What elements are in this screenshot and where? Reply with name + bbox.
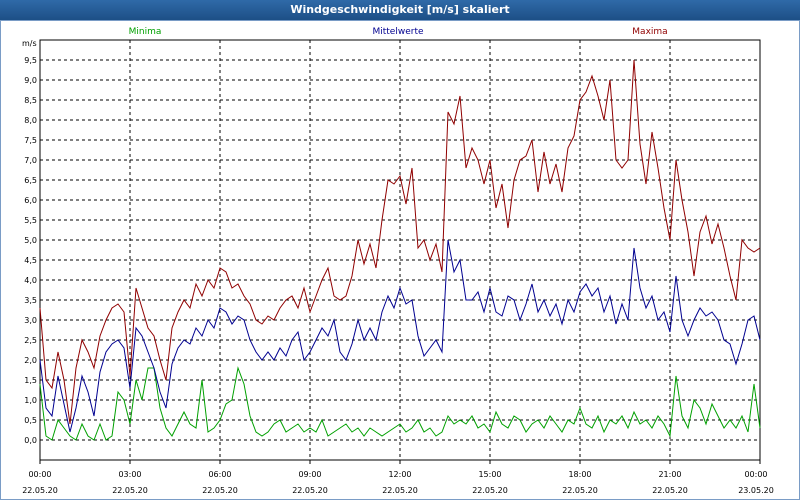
x-tick-time-label: 09:00 (298, 470, 321, 479)
x-tick-time-label: 00:00 (28, 470, 51, 479)
legend-layer: Minima Mittelwerte Maxima (129, 27, 668, 37)
y-tick-label: 9,5 (24, 56, 37, 65)
y-tick-label: 3,5 (24, 296, 37, 305)
grid-layer (39, 40, 761, 460)
series-line-mittelwerte (39, 239, 761, 433)
y-tick-label: 2,0 (24, 356, 37, 365)
plot-area-border (39, 39, 761, 461)
y-tick-label: 4,5 (24, 256, 37, 265)
y-tick-label: 8,0 (24, 116, 37, 125)
y-tick-label: 2,5 (24, 336, 37, 345)
y-tick-label: 6,5 (24, 176, 37, 185)
series-line-minima (39, 366, 761, 441)
legend-entry-mittelwerte: Mittelwerte (372, 27, 423, 37)
x-tick-time-label: 21:00 (658, 470, 681, 479)
x-tick-date-label: 22.05.20 (562, 486, 598, 495)
x-tick-date-label: 22.05.20 (292, 486, 328, 495)
y-tick-label: 1,5 (24, 376, 37, 385)
y-tick-label: 5,0 (24, 236, 37, 245)
x-tick-time-label: 15:00 (478, 470, 501, 479)
x-tick-time-label: 12:00 (388, 470, 411, 479)
series-line-maxima (39, 59, 761, 425)
y-tick-label: 6,0 (24, 196, 37, 205)
x-tick-date-label: 22.05.20 (22, 486, 58, 495)
x-tick-time-label: 06:00 (208, 470, 231, 479)
y-tick-label: 3,0 (24, 316, 37, 325)
y-tick-label: 9,0 (24, 76, 37, 85)
y-tick-label: 4,0 (24, 276, 37, 285)
chart-title-bar: Windgeschwindigkeit [m/s] skaliert (0, 0, 800, 20)
x-tick-date-label: 22.05.20 (202, 486, 238, 495)
axis-layer: 0,0 0,5 1,0 1,5 2,0 2,5 3,0 3,5 4,0 4,5 5,0 5,5 6,0 6… (22, 39, 774, 495)
y-tick-label: 0,5 (24, 416, 37, 425)
y-tick-label: 7,5 (24, 136, 37, 145)
x-tick-date-label: 22.05.20 (382, 486, 418, 495)
y-axis-label: m/s (22, 39, 37, 48)
x-tick-date-label: 22.05.20 (472, 486, 508, 495)
x-tick-date-label: 22.05.20 (112, 486, 148, 495)
legend-entry-maxima: Maxima (632, 27, 667, 37)
y-tick-label: 5,5 (24, 216, 37, 225)
y-tick-label: 1,0 (24, 396, 37, 405)
series-layer (39, 59, 761, 441)
x-tick-date-label: 22.05.20 (652, 486, 688, 495)
x-tick-time-label: 03:00 (118, 470, 141, 479)
y-tick-label: 8,5 (24, 96, 37, 105)
chart-title: Windgeschwindigkeit [m/s] skaliert (290, 3, 510, 16)
x-tick-time-label: 18:00 (568, 470, 591, 479)
x-tick-time-label: 00:00 (744, 470, 767, 479)
y-tick-label: 0,0 (24, 436, 37, 445)
x-tick-date-label: 23.05.20 (738, 486, 774, 495)
legend-entry-minima: Minima (129, 27, 162, 37)
y-tick-label: 7,0 (24, 156, 37, 165)
